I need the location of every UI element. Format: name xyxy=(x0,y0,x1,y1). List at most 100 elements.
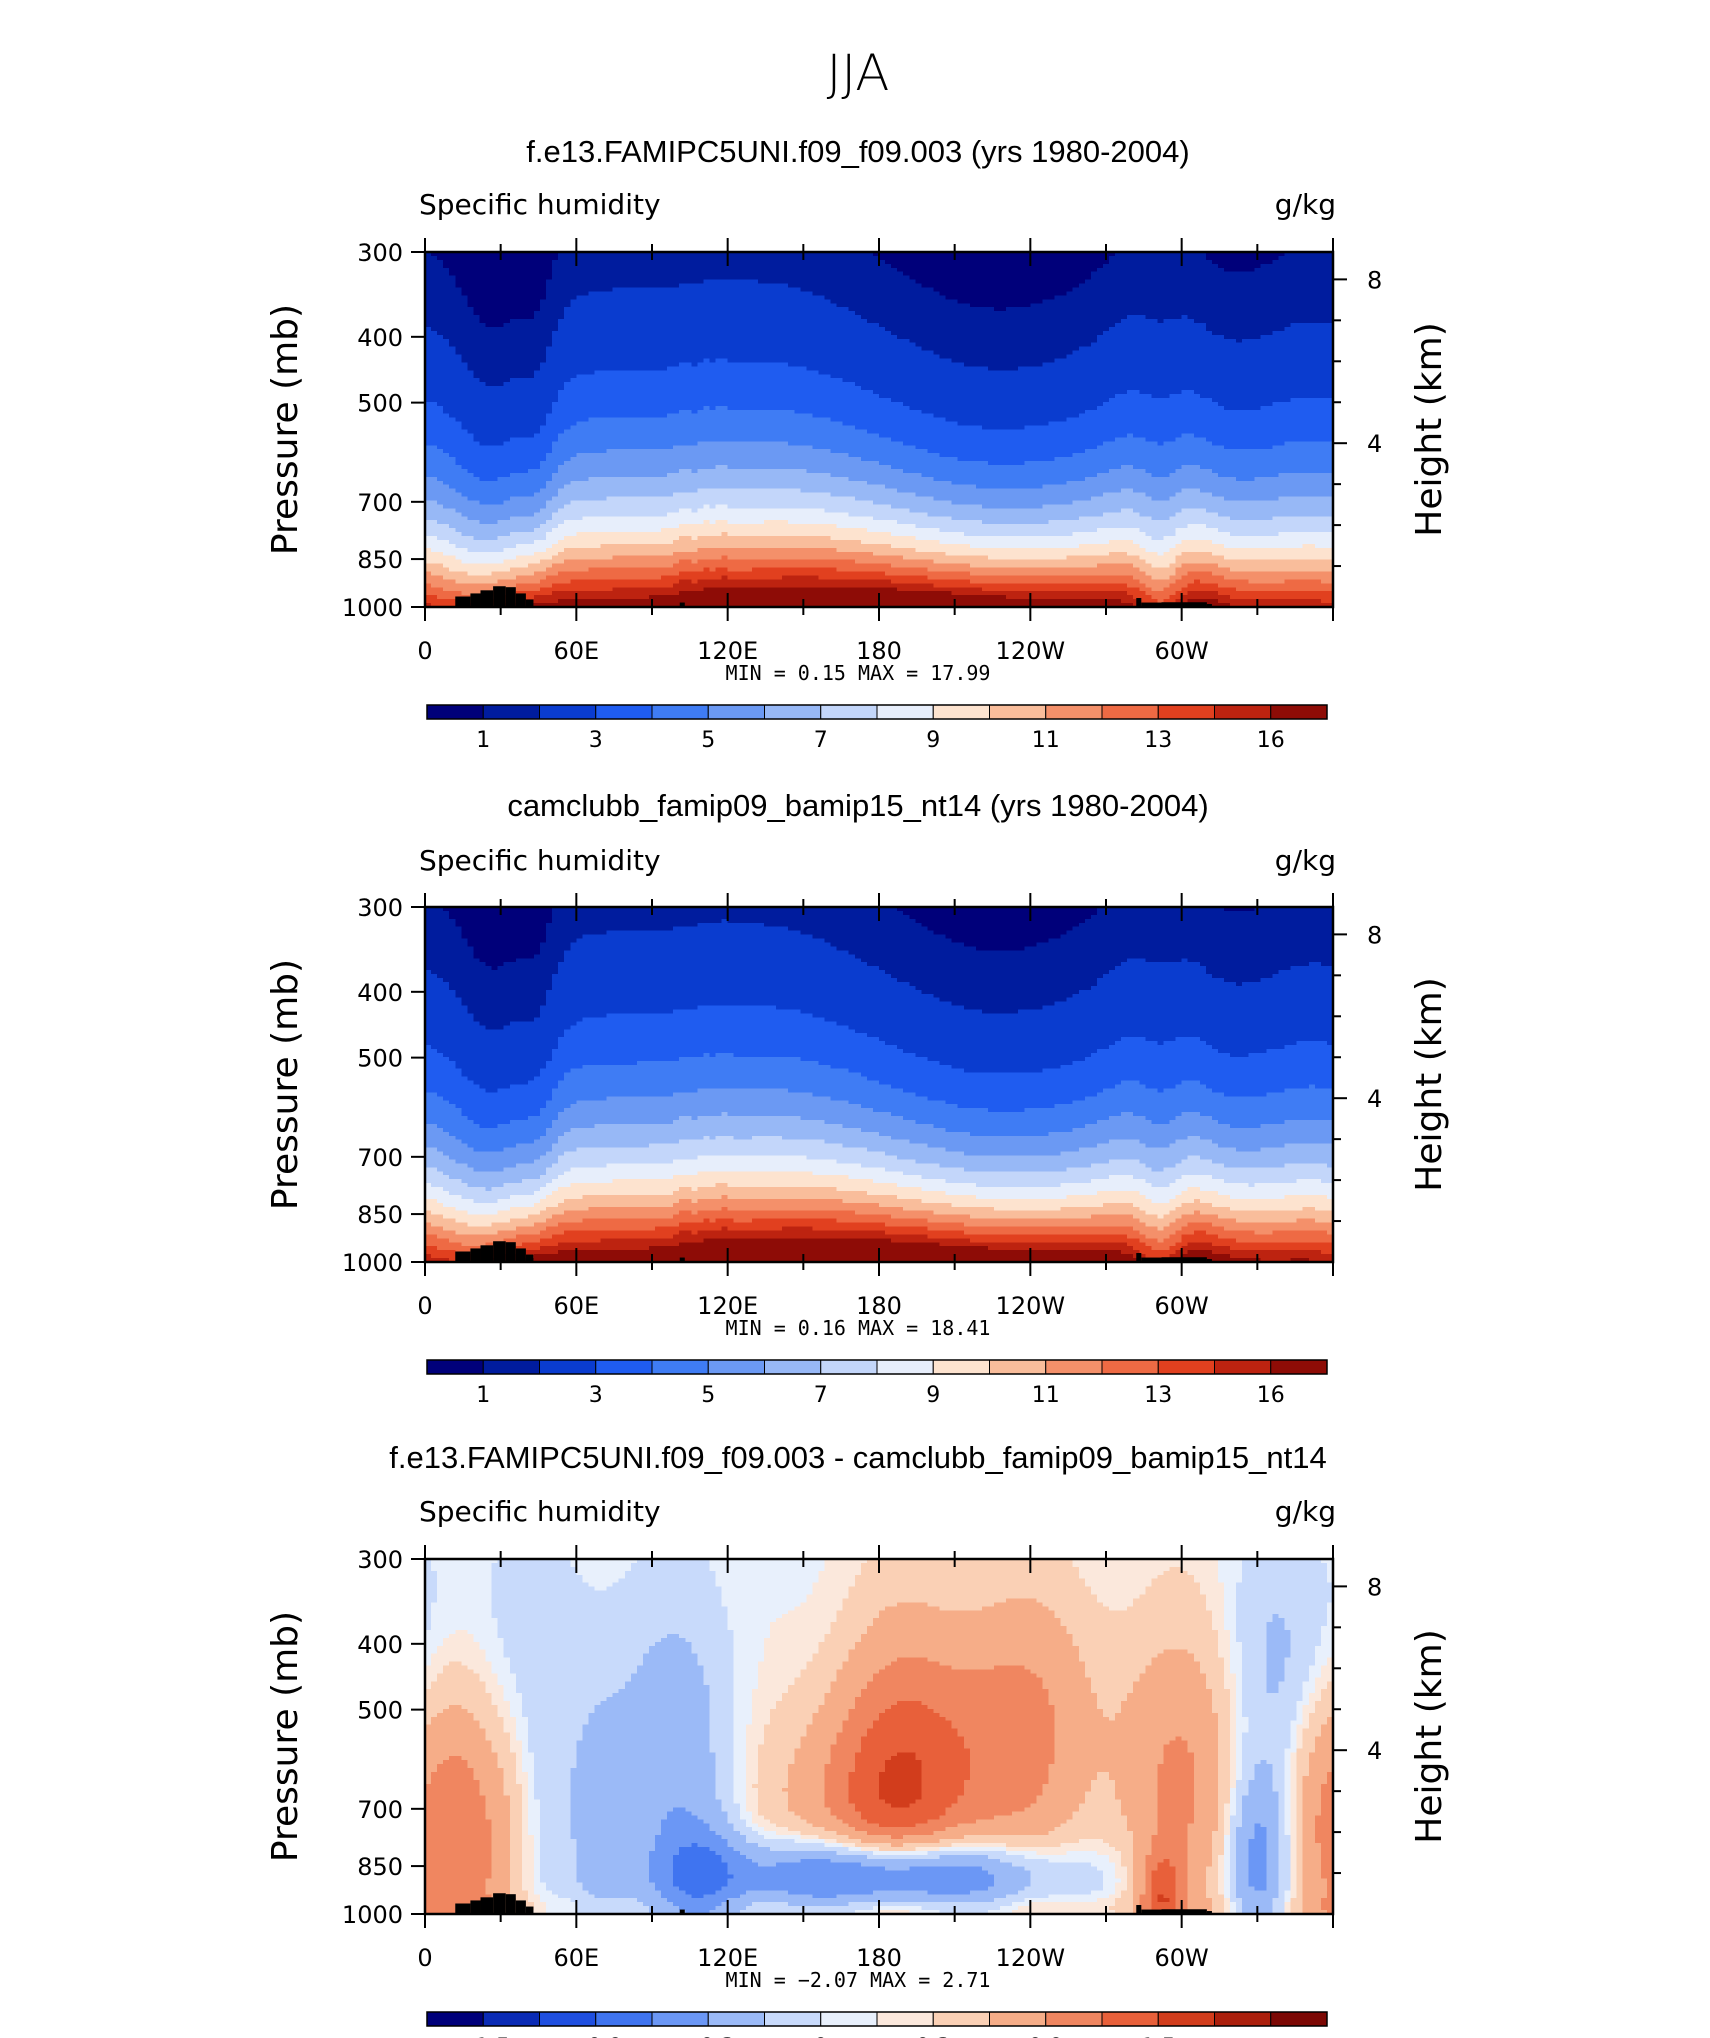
field-cell xyxy=(1097,323,1104,328)
field-cell xyxy=(758,339,765,344)
field-cell xyxy=(1103,276,1110,281)
field-cell xyxy=(1260,311,1267,316)
field-cell xyxy=(982,260,989,265)
field-cell xyxy=(897,280,904,285)
field-cell xyxy=(1139,315,1146,320)
field-cell xyxy=(764,295,771,300)
field-cell xyxy=(1164,260,1171,265)
field-cell xyxy=(812,256,819,261)
field-cell xyxy=(637,323,644,328)
field-cell xyxy=(800,291,807,296)
field-cell xyxy=(788,315,795,320)
field-cell xyxy=(649,359,656,364)
field-cell xyxy=(1176,319,1183,324)
field-cell xyxy=(855,288,862,293)
field-cell xyxy=(1061,288,1068,293)
field-cell xyxy=(546,291,553,296)
field-cell xyxy=(1230,256,1237,261)
field-cell xyxy=(1272,256,1279,261)
field-cell xyxy=(1194,291,1201,296)
field-cell xyxy=(1236,291,1243,296)
field-cell xyxy=(467,311,474,316)
field-cell xyxy=(903,284,910,289)
field-cell xyxy=(1139,284,1146,289)
field-cell xyxy=(473,351,480,356)
field-cell xyxy=(970,303,977,308)
field-cell xyxy=(1321,355,1328,360)
field-cell xyxy=(825,355,832,360)
field-cell xyxy=(461,335,468,340)
field-cell xyxy=(976,291,983,296)
field-cell xyxy=(1042,280,1049,285)
field-cell xyxy=(794,335,801,340)
field-cell xyxy=(1297,347,1304,352)
field-cell xyxy=(873,276,880,281)
field-cell xyxy=(534,355,541,360)
field-cell xyxy=(667,323,674,328)
field-cell xyxy=(879,327,886,332)
field-cell xyxy=(1176,299,1183,304)
field-cell xyxy=(1309,303,1316,308)
field-cell xyxy=(1055,343,1062,348)
field-cell xyxy=(510,343,517,348)
field-cell xyxy=(1200,343,1207,348)
field-cell xyxy=(1176,288,1183,293)
field-cell xyxy=(1291,288,1298,293)
field-cell xyxy=(976,276,983,281)
field-cell xyxy=(625,307,632,312)
field-cell xyxy=(843,351,850,356)
field-cell xyxy=(1188,311,1195,316)
field-cell xyxy=(1097,359,1104,364)
field-cell xyxy=(897,343,904,348)
field-cell xyxy=(958,362,965,367)
field-cell xyxy=(1067,276,1074,281)
field-cell xyxy=(1000,307,1007,312)
field-cell xyxy=(728,355,735,360)
field-cell xyxy=(570,359,577,364)
field-cell xyxy=(443,303,450,308)
field-cell xyxy=(691,311,698,316)
field-cell xyxy=(728,347,735,352)
field-cell xyxy=(1151,264,1158,269)
field-cell xyxy=(1067,256,1074,261)
field-cell xyxy=(825,260,832,265)
field-cell xyxy=(818,268,825,273)
field-cell xyxy=(800,315,807,320)
field-cell xyxy=(1109,256,1116,261)
field-cell xyxy=(516,256,523,261)
field-cell xyxy=(1127,307,1134,312)
field-cell xyxy=(564,359,571,364)
field-cell xyxy=(1236,351,1243,356)
field-cell xyxy=(1073,268,1080,273)
field-cell xyxy=(782,272,789,277)
field-cell xyxy=(946,311,953,316)
field-cell xyxy=(1097,339,1104,344)
field-cell xyxy=(461,260,468,265)
field-cell xyxy=(1176,331,1183,336)
field-cell xyxy=(1121,343,1128,348)
field-cell xyxy=(1272,343,1279,348)
field-cell xyxy=(964,323,971,328)
field-cell xyxy=(467,299,474,304)
field-cell xyxy=(1127,303,1134,308)
field-cell xyxy=(952,327,959,332)
field-cell xyxy=(752,276,759,281)
field-cell xyxy=(1182,319,1189,324)
field-cell xyxy=(1042,327,1049,332)
field-cell xyxy=(679,311,686,316)
field-cell xyxy=(933,311,940,316)
field-cell xyxy=(867,351,874,356)
field-cell xyxy=(946,366,953,371)
field-cell xyxy=(1109,272,1116,277)
field-cell xyxy=(1260,366,1267,371)
field-cell xyxy=(431,303,438,308)
field-cell xyxy=(455,355,462,360)
field-cell xyxy=(1000,303,1007,308)
field-cell xyxy=(1061,307,1068,312)
field-cell xyxy=(649,299,656,304)
field-cell xyxy=(546,315,553,320)
field-cell xyxy=(1297,307,1304,312)
field-cell xyxy=(734,276,741,281)
field-cell xyxy=(976,347,983,352)
field-cell xyxy=(1248,339,1255,344)
